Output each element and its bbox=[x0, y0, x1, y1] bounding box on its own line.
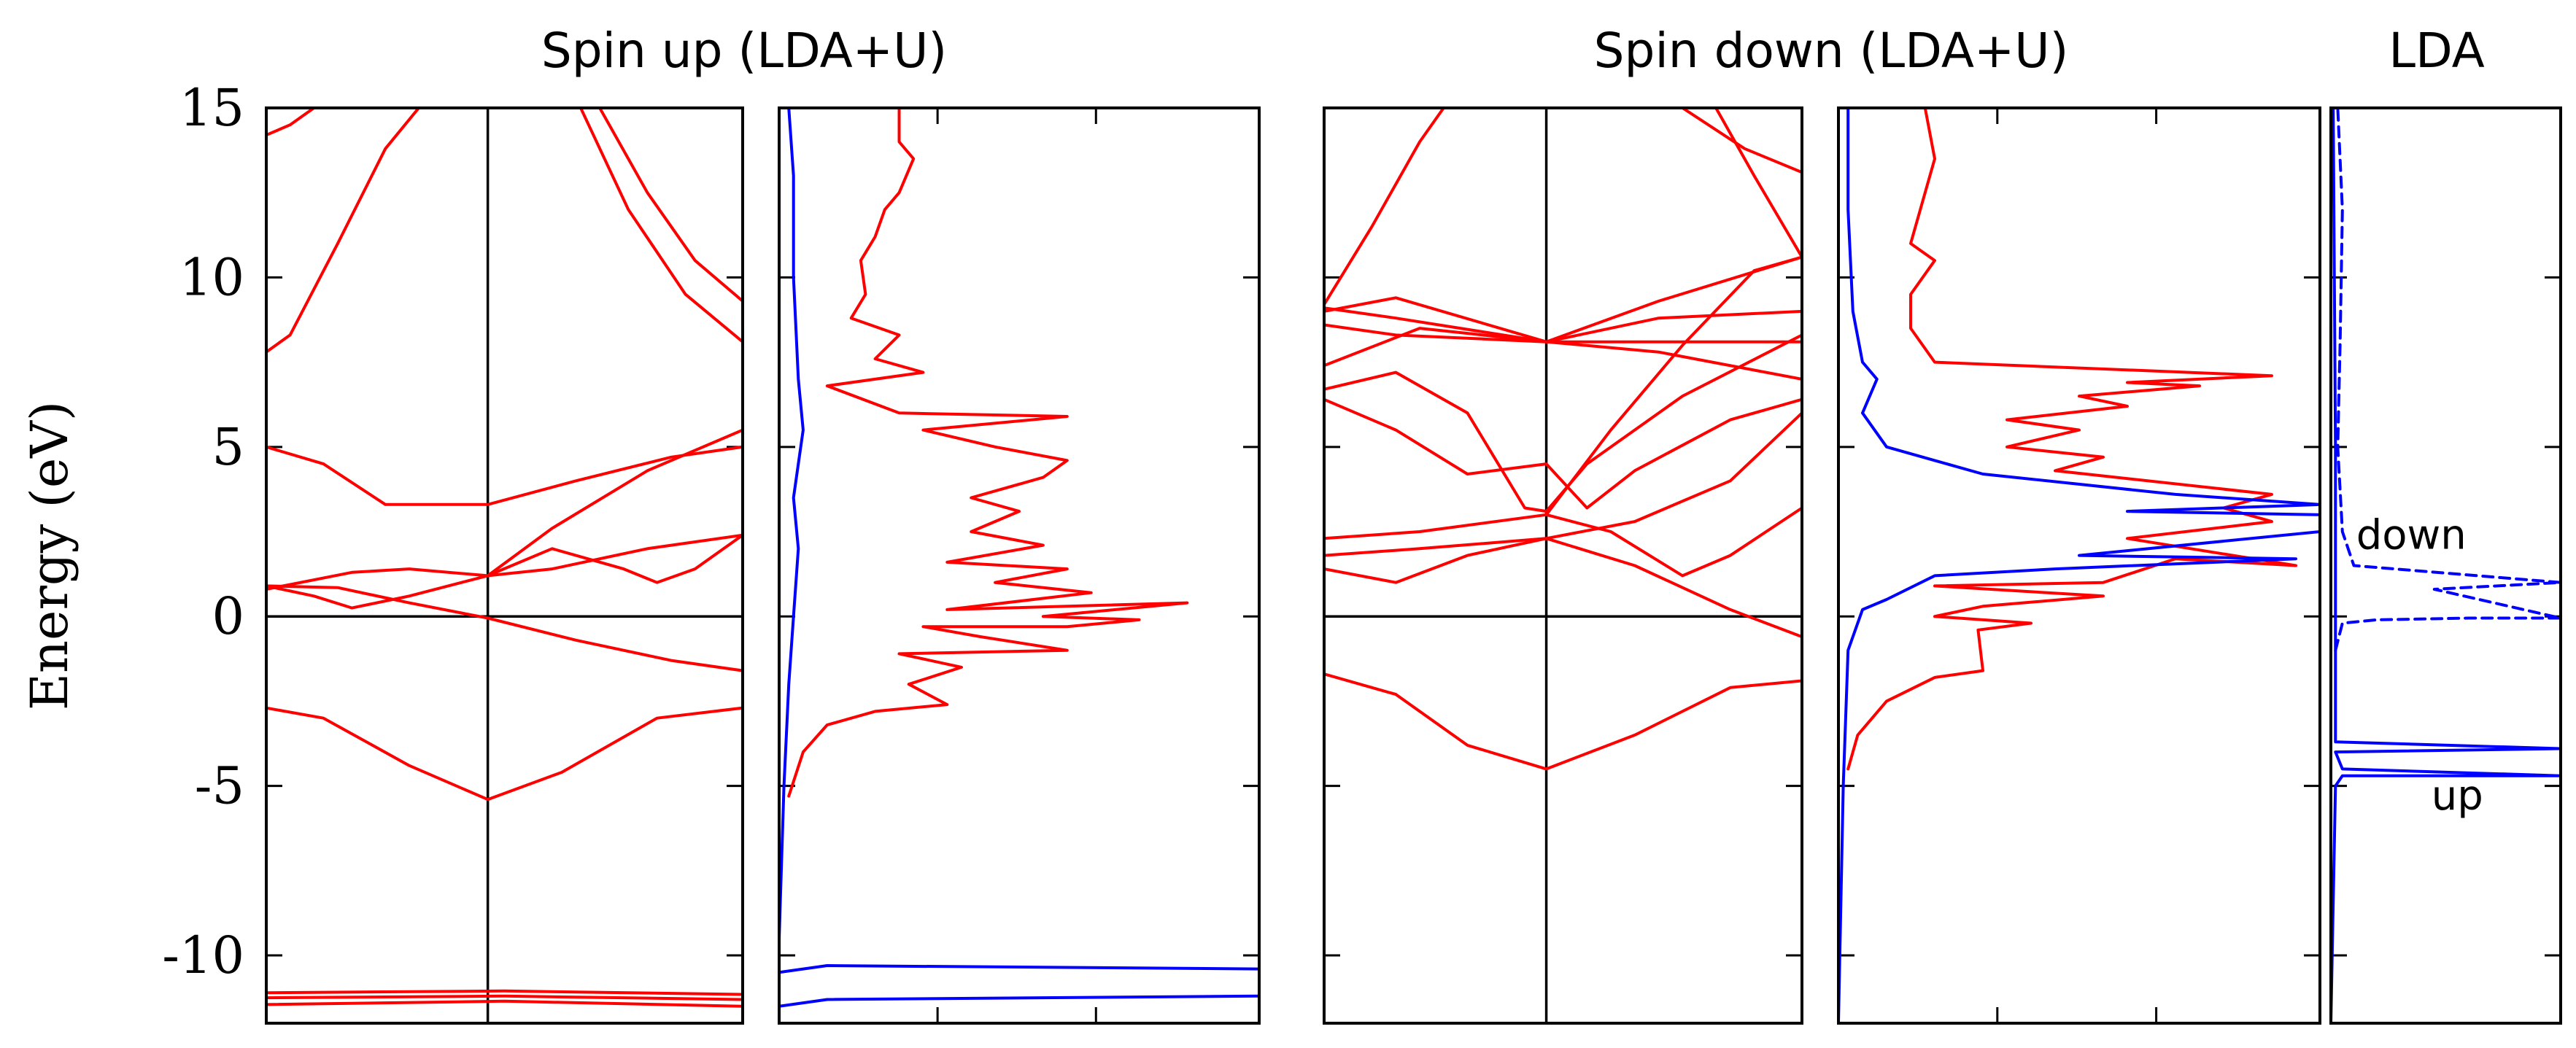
band-curve-red bbox=[266, 108, 316, 137]
dos-curve-blue bbox=[2331, 108, 2561, 1023]
dos-curve-blue bbox=[2334, 108, 2561, 652]
dos-curve-red bbox=[787, 108, 1189, 798]
panel-frame bbox=[2329, 106, 2562, 1025]
band-curve-red bbox=[579, 108, 743, 343]
panel-spin-down-dos bbox=[1837, 106, 2321, 1025]
band-curve-red bbox=[486, 428, 743, 578]
curve-label-up: up bbox=[2432, 772, 2483, 820]
band-curve-red bbox=[266, 994, 743, 1001]
spin-up-title: Spin up (LDA+U) bbox=[541, 23, 947, 79]
dos-curve-blue bbox=[779, 994, 1259, 1008]
y-tick-label: 10 bbox=[179, 247, 244, 307]
dos-curve-blue bbox=[1838, 108, 2320, 1023]
band-curve-red bbox=[1324, 506, 1802, 578]
band-curve-red bbox=[266, 706, 743, 801]
lda-title: LDA bbox=[2389, 23, 2485, 79]
panel-frame bbox=[1323, 106, 1803, 1025]
curve-label-down: down bbox=[2356, 511, 2467, 559]
band-curve-red bbox=[1714, 108, 1802, 259]
y-tick-label: -10 bbox=[162, 925, 244, 985]
panel-frame bbox=[1837, 106, 2321, 1025]
panel-spin-up-bands bbox=[265, 106, 744, 1025]
band-curve-red bbox=[1324, 255, 1802, 368]
series-group bbox=[779, 108, 1259, 1008]
band-curve-red bbox=[266, 445, 743, 506]
spin-down-title: Spin down (LDA+U) bbox=[1594, 23, 2069, 79]
panel-spin-up-dos bbox=[778, 106, 1261, 1025]
y-tick-labels: -10 -5 0 5 10 15 bbox=[162, 78, 244, 985]
panel-frame bbox=[778, 106, 1261, 1025]
series-group bbox=[266, 108, 743, 1008]
band-curve-red bbox=[266, 533, 743, 610]
dos-curve-blue bbox=[779, 108, 805, 940]
y-tick-label: 5 bbox=[212, 417, 244, 477]
band-curve-red bbox=[1324, 537, 1802, 639]
y-tick-label: -5 bbox=[195, 756, 244, 816]
dos-curve-red bbox=[1846, 108, 2297, 771]
band-curve-red bbox=[266, 989, 743, 996]
band-curve-red bbox=[1324, 108, 1445, 306]
plot-panels: down up bbox=[265, 106, 2562, 1025]
band-curve-red bbox=[266, 108, 420, 354]
band-curve-red bbox=[1681, 108, 1802, 174]
y-tick-label: 0 bbox=[212, 586, 244, 646]
y-tick-label: 15 bbox=[179, 78, 244, 138]
band-curve-red bbox=[1324, 672, 1802, 771]
band-curve-red bbox=[598, 108, 743, 303]
band-curve-red bbox=[1324, 333, 1802, 513]
dos-curve-blue bbox=[779, 964, 1259, 974]
panel-spin-down-bands bbox=[1323, 106, 1803, 1025]
panel-lda-dos: down up bbox=[2329, 106, 2562, 1025]
series-group bbox=[1838, 108, 2320, 1023]
band-curve-red bbox=[1544, 255, 1802, 516]
series-group bbox=[2331, 108, 2561, 1023]
panel-frame bbox=[265, 106, 744, 1025]
band-curve-red bbox=[266, 584, 743, 672]
band-curve-red bbox=[1324, 411, 1802, 557]
band-curve-red bbox=[266, 999, 743, 1008]
series-group bbox=[1324, 108, 1802, 771]
y-axis-title: Energy (eV) bbox=[20, 401, 80, 710]
